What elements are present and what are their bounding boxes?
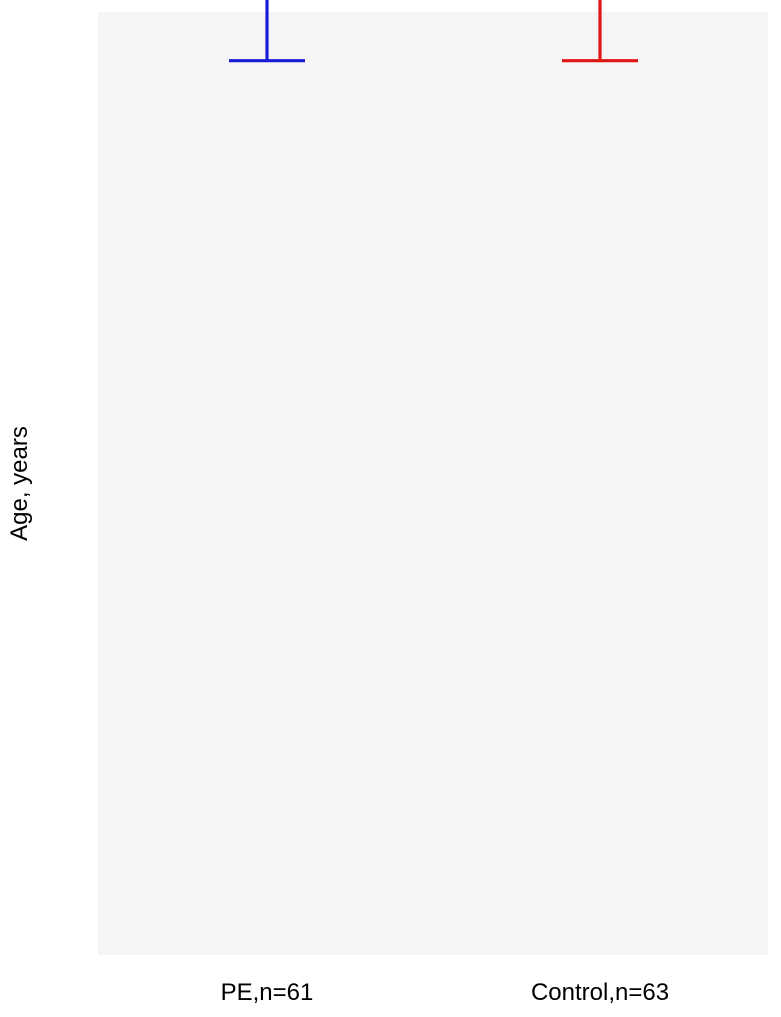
- x-category-labels: PE,n=61 Control,n=63: [221, 979, 669, 1006]
- y-axis-title: Age, years: [6, 426, 33, 541]
- x-category-label-pe: PE,n=61: [221, 979, 314, 1006]
- box-control: [562, 0, 638, 63]
- x-category-label-control: Control,n=63: [531, 979, 669, 1006]
- plot-panel: [98, 12, 768, 955]
- box-pe: [229, 0, 305, 63]
- boxes-layer: [229, 0, 638, 63]
